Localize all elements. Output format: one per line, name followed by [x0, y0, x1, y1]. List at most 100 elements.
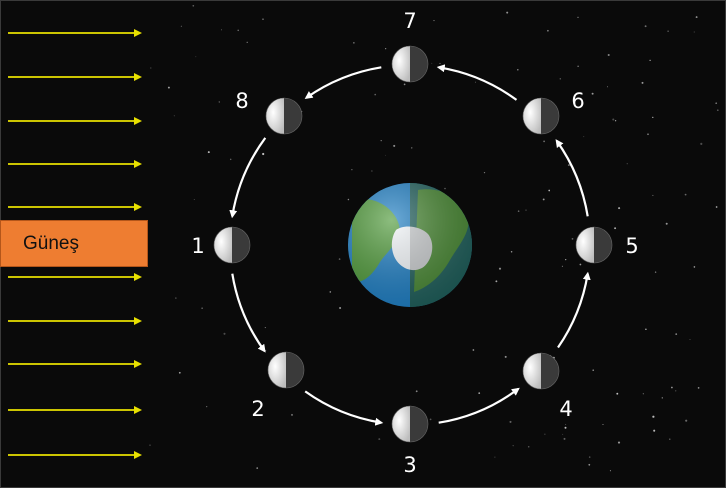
star	[378, 438, 381, 441]
star	[237, 29, 239, 32]
moon-1: 1	[191, 226, 251, 264]
star	[206, 406, 208, 408]
star	[403, 83, 406, 86]
star	[562, 433, 564, 435]
star	[223, 332, 226, 335]
star	[565, 258, 567, 261]
star	[385, 48, 387, 50]
star	[567, 164, 570, 167]
star	[649, 59, 651, 62]
star	[512, 445, 514, 447]
star	[652, 194, 654, 196]
star	[669, 438, 671, 440]
orbit-arrow	[231, 273, 266, 353]
star	[433, 20, 435, 22]
star	[571, 238, 574, 240]
orbit-arrow	[304, 390, 384, 426]
star	[380, 139, 382, 142]
star	[565, 424, 567, 426]
star	[542, 198, 545, 201]
star	[221, 29, 222, 31]
star	[654, 271, 657, 273]
sun-label: Güneş	[0, 220, 148, 267]
star	[543, 140, 545, 143]
star	[671, 386, 673, 389]
star	[561, 265, 563, 267]
star	[517, 68, 519, 71]
star	[371, 170, 373, 172]
star	[180, 25, 182, 27]
star	[684, 193, 687, 196]
star	[715, 206, 718, 208]
star	[675, 333, 678, 335]
star	[498, 267, 502, 270]
star	[617, 441, 621, 444]
star	[517, 210, 520, 212]
star	[175, 297, 177, 299]
star	[393, 144, 396, 147]
moon-3: 3	[391, 405, 429, 477]
star	[262, 152, 265, 156]
star	[559, 78, 561, 80]
star	[353, 42, 355, 44]
moon-8: 8	[235, 89, 303, 135]
star	[609, 470, 611, 472]
star	[675, 390, 677, 392]
moon-position-label: 3	[403, 453, 416, 477]
star	[661, 397, 663, 399]
star	[588, 463, 591, 466]
moon-position-label: 5	[625, 234, 638, 258]
star	[653, 429, 656, 432]
sunlight-rays	[8, 29, 142, 459]
star	[583, 136, 585, 138]
moon-position-label: 6	[571, 89, 584, 113]
star	[641, 81, 644, 84]
star	[329, 291, 332, 293]
star	[431, 62, 433, 64]
star	[716, 109, 719, 112]
star	[652, 116, 654, 119]
moon-6: 6	[522, 89, 585, 135]
moon-2: 2	[251, 351, 305, 421]
star	[347, 198, 350, 201]
star	[411, 147, 413, 149]
orbit-arrow	[557, 271, 591, 349]
star	[351, 169, 353, 171]
star	[591, 92, 594, 95]
star	[338, 258, 341, 260]
moon-position-label: 8	[235, 89, 248, 113]
star	[644, 25, 647, 28]
orbit-arrow	[555, 139, 589, 217]
star	[602, 424, 604, 425]
star	[616, 392, 619, 395]
star	[715, 102, 718, 105]
moon-position-label: 4	[559, 397, 572, 421]
star	[472, 349, 475, 351]
star	[374, 93, 377, 96]
star	[563, 437, 566, 440]
star	[607, 53, 610, 57]
star	[592, 369, 594, 371]
star	[525, 209, 527, 211]
star	[614, 227, 617, 230]
star	[195, 56, 197, 58]
star	[527, 446, 530, 448]
star	[193, 198, 195, 201]
star	[509, 420, 512, 423]
star	[510, 251, 513, 253]
orbit-arrows	[229, 64, 591, 426]
star	[478, 392, 481, 394]
star	[262, 18, 264, 20]
star	[291, 413, 293, 416]
star	[579, 263, 582, 266]
star	[506, 11, 509, 14]
moon-position-label: 7	[403, 9, 416, 33]
star	[689, 338, 691, 341]
star	[695, 16, 698, 19]
star	[547, 29, 549, 32]
star	[207, 151, 210, 154]
star	[614, 120, 617, 122]
star	[167, 86, 170, 89]
star	[149, 444, 151, 446]
star	[647, 133, 649, 136]
